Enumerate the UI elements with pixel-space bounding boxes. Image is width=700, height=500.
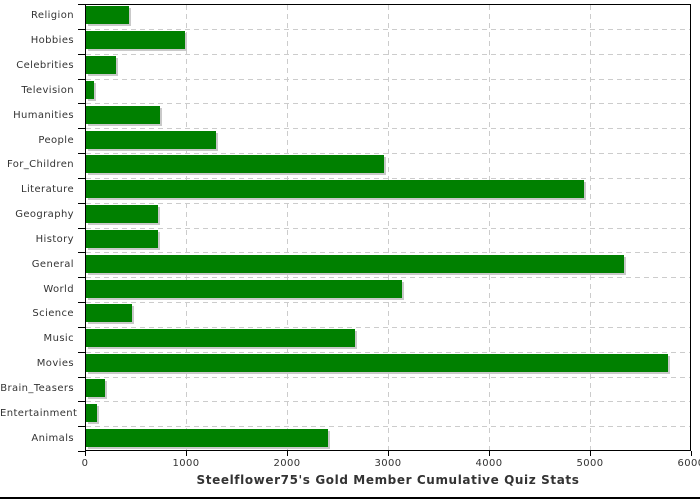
bar-geography [86, 205, 158, 224]
horizontal-gridline [86, 302, 690, 303]
horizontal-gridline [86, 351, 690, 353]
y-axis-tick [78, 177, 85, 179]
horizontal-gridline [86, 376, 690, 378]
bar-humanities [86, 105, 160, 124]
horizontal-gridline [86, 28, 690, 30]
category-label: Literature [21, 184, 74, 196]
horizontal-gridline [86, 326, 690, 328]
x-axis-tick [489, 451, 490, 456]
x-axis-tick [691, 451, 692, 456]
y-axis-tick [78, 78, 85, 80]
category-label: Humanities [13, 109, 74, 121]
horizontal-gridline [86, 78, 690, 80]
y-axis-tick [78, 376, 85, 378]
bar-people [86, 130, 216, 149]
bottom-border-line [0, 497, 700, 499]
category-label: Music [43, 333, 74, 345]
x-tick-label: 2000 [273, 458, 301, 469]
horizontal-gridline [86, 252, 690, 254]
x-axis-tick [590, 451, 591, 456]
x-tick-label: 1000 [172, 458, 200, 469]
y-axis-tick [78, 103, 85, 105]
horizontal-gridline [86, 227, 690, 229]
category-label: Hobbies [30, 35, 74, 47]
category-label: Science [32, 308, 74, 320]
x-axis-tick [388, 451, 389, 456]
category-label: Brain_Teasers [0, 382, 74, 394]
y-axis-tick [78, 28, 85, 30]
bar-movies [86, 354, 668, 373]
category-label: Movies [36, 358, 74, 370]
bar-general [86, 254, 624, 273]
x-axis-tick [186, 451, 187, 456]
category-label: Religion [31, 10, 74, 22]
bar-for_children [86, 155, 384, 174]
y-axis-tick [78, 128, 85, 130]
category-label: General [31, 258, 74, 270]
category-label: Celebrities [16, 60, 74, 72]
horizontal-gridline [86, 177, 690, 179]
x-tick-label: 3000 [374, 458, 402, 469]
bar-animals [86, 428, 328, 447]
y-axis-tick [78, 277, 85, 279]
horizontal-gridline [86, 53, 690, 55]
bar-hobbies [86, 31, 185, 50]
bar-world [86, 279, 402, 298]
y-axis-tick [78, 4, 85, 5]
category-label: Geography [15, 209, 74, 221]
y-axis-tick [78, 426, 85, 428]
horizontal-gridline [86, 202, 690, 204]
bar-science [86, 304, 132, 323]
horizontal-gridline [86, 426, 690, 428]
x-axis-tick [85, 451, 86, 456]
category-label: Entertainment [0, 407, 78, 419]
category-label: World [43, 283, 74, 295]
bar-music [86, 329, 355, 348]
y-axis-tick [78, 53, 85, 55]
category-label: Television [21, 84, 74, 96]
y-axis-tick [78, 153, 85, 154]
y-axis-tick [78, 227, 85, 229]
y-axis-tick [78, 202, 85, 204]
category-label: History [35, 233, 74, 245]
x-tick-label: 0 [81, 458, 89, 469]
bar-religion [86, 6, 129, 25]
y-axis-tick [78, 401, 85, 403]
x-tick-label: 4000 [475, 458, 503, 469]
horizontal-gridline [86, 277, 690, 279]
bar-history [86, 229, 158, 248]
category-label: People [38, 134, 74, 146]
bar-celebrities [86, 56, 116, 75]
bar-television [86, 80, 94, 99]
x-axis-tick [287, 451, 288, 456]
chart-title: Steelflower75's Gold Member Cumulative Q… [196, 473, 580, 487]
y-axis-tick [78, 302, 85, 303]
y-axis-tick [78, 252, 85, 254]
bar-brain_teasers [86, 378, 105, 397]
bar-literature [86, 180, 584, 199]
horizontal-gridline [86, 103, 690, 105]
y-axis-tick [78, 351, 85, 353]
horizontal-gridline [86, 128, 690, 130]
y-axis-tick [78, 451, 85, 452]
horizontal-gridline [86, 153, 690, 154]
horizontal-gridline [86, 401, 690, 403]
category-label: For_Children [6, 159, 74, 171]
category-label: Animals [31, 432, 74, 444]
x-tick-label: 6000 [677, 458, 700, 469]
y-axis-tick [78, 326, 85, 328]
bar-entertainment [86, 403, 97, 422]
x-tick-label: 5000 [576, 458, 604, 469]
